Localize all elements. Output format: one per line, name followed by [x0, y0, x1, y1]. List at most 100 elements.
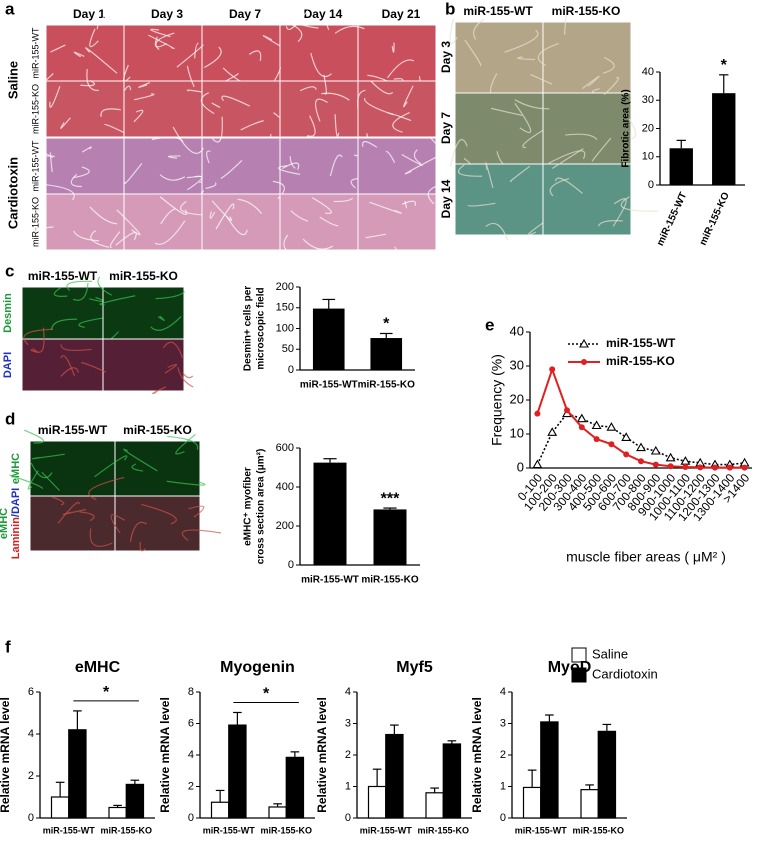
- tissue-texture: [211, 200, 233, 221]
- tissue-texture: [365, 233, 387, 239]
- data-point: [697, 464, 704, 471]
- tissue-texture: [357, 89, 366, 109]
- tissue-texture: [141, 503, 177, 525]
- stain-label: Desmin: [2, 293, 14, 333]
- tissue-texture: [73, 51, 85, 58]
- tissue-texture: [51, 318, 78, 331]
- tissue-texture: [612, 198, 627, 227]
- tissue-texture: [60, 344, 92, 351]
- x-tick-label: miR-155-WT: [655, 191, 689, 248]
- bar: [268, 806, 287, 819]
- tissue-texture: [211, 102, 221, 108]
- tissue-texture: [449, 18, 458, 45]
- bar: [50, 796, 70, 819]
- y-tick-label: 8: [188, 686, 194, 698]
- y-axis-label: Desmin+ cells per: [243, 286, 254, 371]
- stain-name: /DAPI: [10, 488, 22, 517]
- legend-label: miR-155-KO: [606, 354, 675, 368]
- x-tick-label: miR-155-KO: [358, 380, 415, 391]
- row-label: miR-155-WT: [30, 27, 40, 79]
- tissue-texture: [116, 209, 141, 236]
- data-point: [652, 461, 659, 468]
- y-tick-label: 4: [345, 686, 351, 698]
- stain-name: DAPI: [2, 352, 14, 378]
- y-axis-label: eMHC⁺ myofiber: [243, 467, 254, 546]
- data-point: [606, 422, 617, 431]
- tissue-texture: [73, 230, 100, 242]
- tissue-texture: [9, 474, 44, 490]
- micrograph: [454, 21, 544, 94]
- tissue-texture: [325, 21, 330, 31]
- micrograph: [201, 80, 281, 138]
- tissue-texture: [180, 201, 206, 216]
- data-point: [665, 452, 676, 462]
- tissue-texture: [248, 50, 262, 61]
- tissue-texture: [26, 226, 54, 233]
- stain-label: Laminin/DAPI: [10, 488, 22, 560]
- tissue-texture: [27, 470, 39, 490]
- tissue-texture: [150, 315, 182, 331]
- micrograph: [102, 338, 185, 392]
- tissue-texture: [620, 196, 659, 212]
- tissue-texture: [628, 118, 637, 140]
- tissue-texture: [334, 114, 340, 137]
- tissue-texture: [124, 163, 143, 184]
- tissue-texture: [329, 154, 343, 177]
- y-tick-label: 600: [276, 442, 294, 454]
- bar: [425, 792, 444, 819]
- y-tick-label: 200: [276, 520, 294, 532]
- row-label: Day 7: [439, 112, 453, 144]
- tissue-texture: [154, 220, 186, 245]
- y-tick-label: 0: [500, 812, 506, 824]
- tissue-texture: [62, 508, 87, 515]
- tissue-texture: [401, 200, 417, 207]
- tissue-texture: [109, 231, 121, 249]
- x-tick-label: miR-155-KO: [100, 825, 152, 835]
- tissue-texture: [387, 59, 415, 79]
- panel-label: e: [485, 315, 494, 334]
- bar: [370, 338, 403, 370]
- tissue-texture: [391, 42, 395, 53]
- tissue-texture: [365, 246, 398, 263]
- tissue-texture: [133, 93, 155, 101]
- data-point: [712, 464, 718, 471]
- tissue-texture: [66, 280, 93, 291]
- row-label: Day 14: [439, 179, 453, 218]
- tissue-texture: [334, 25, 365, 34]
- micrograph: [29, 495, 116, 552]
- tissue-texture: [203, 46, 222, 69]
- tissue-texture: [289, 156, 296, 169]
- tissue-texture: [491, 107, 523, 117]
- y-axis-label: Relative mRNA level: [315, 697, 329, 813]
- tissue-texture: [148, 34, 175, 50]
- bar: [669, 148, 693, 185]
- column-header: miR-155-KO: [552, 4, 621, 18]
- tissue-texture: [237, 198, 263, 215]
- tissue-texture: [155, 291, 186, 300]
- tissue-texture: [403, 85, 414, 108]
- tissue-texture: [124, 85, 132, 91]
- tissue-texture: [60, 367, 80, 377]
- tissue-texture: [311, 197, 332, 214]
- tissue-texture: [23, 429, 45, 444]
- tissue-texture: [467, 202, 496, 207]
- micrograph: [45, 24, 125, 82]
- bar: [367, 785, 387, 819]
- tissue-texture: [319, 216, 339, 227]
- x-tick-label: miR-155-KO: [698, 191, 732, 248]
- micrograph: [21, 338, 104, 392]
- tissue-texture: [85, 47, 118, 74]
- data-point: [549, 366, 556, 373]
- y-tick-label: 0: [288, 559, 294, 571]
- tissue-texture: [30, 462, 53, 479]
- data-point: [564, 407, 570, 414]
- tissue-texture: [168, 155, 181, 159]
- micrograph: [201, 24, 281, 82]
- tissue-texture: [369, 201, 402, 214]
- tissue-texture: [72, 282, 89, 301]
- tissue-texture: [211, 116, 223, 143]
- tissue-texture: [504, 29, 539, 53]
- y-tick-label: 2: [188, 780, 194, 792]
- tissue-texture: [285, 9, 309, 30]
- y-tick-label: 1: [345, 780, 351, 792]
